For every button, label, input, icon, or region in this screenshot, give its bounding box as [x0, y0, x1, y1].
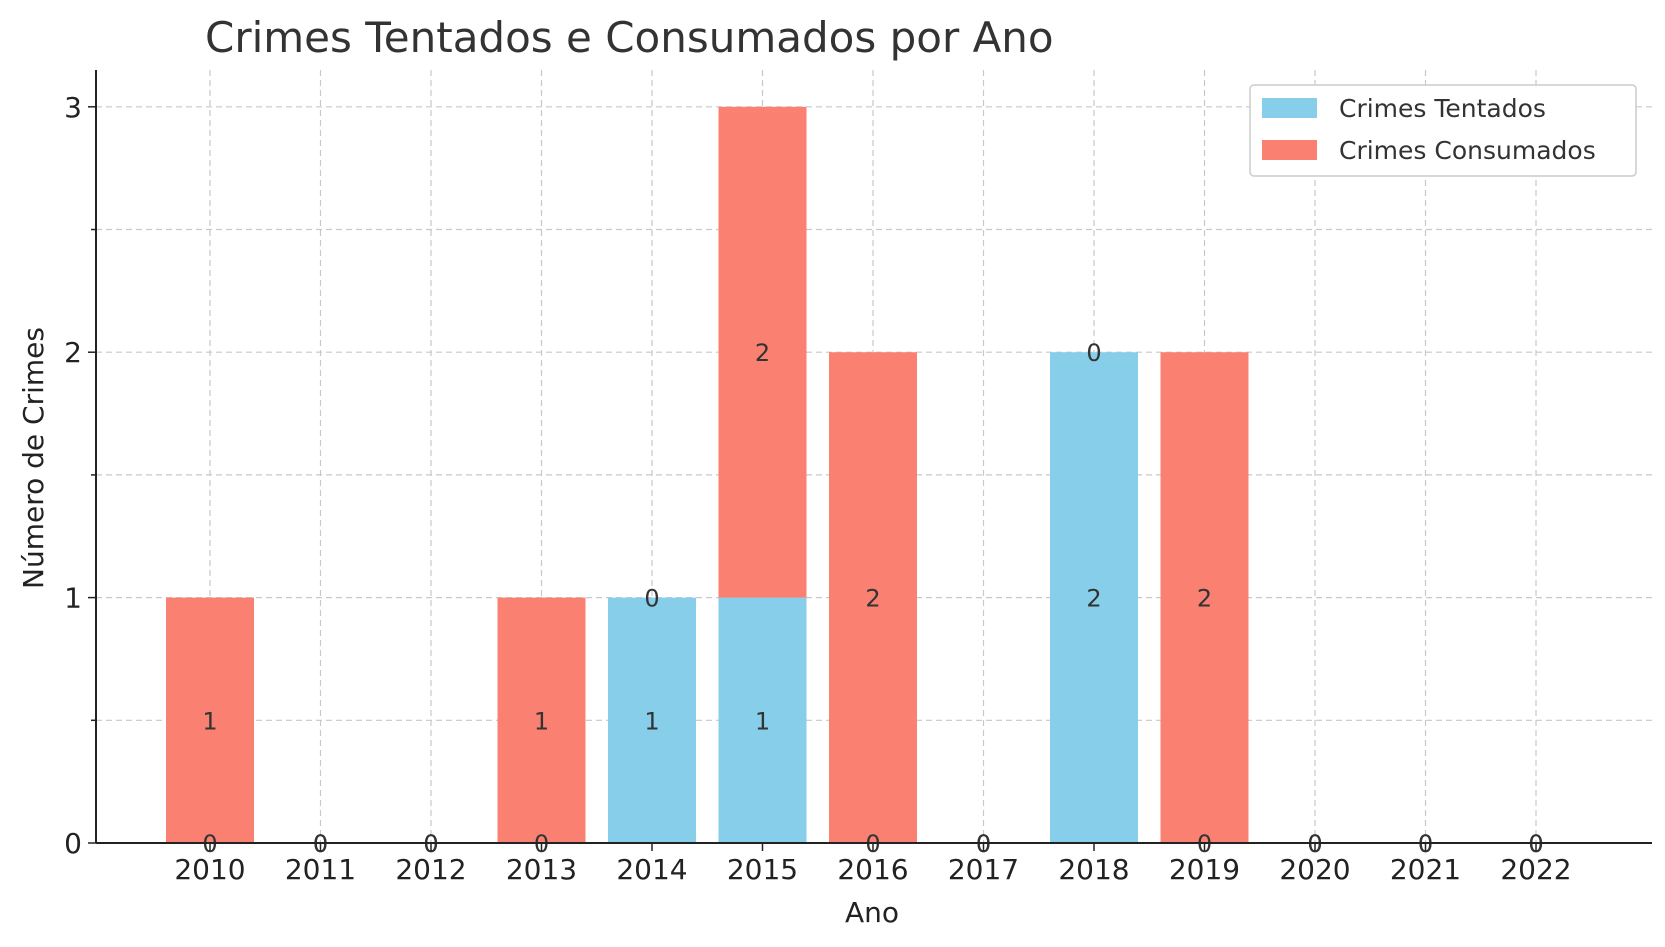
bar-tentados-2018	[1050, 352, 1138, 843]
y-tick-label: 3	[64, 91, 82, 124]
y-tick-label: 2	[64, 336, 82, 369]
x-tick-label: 2021	[1390, 853, 1461, 886]
data-label-consumados: 2	[755, 339, 770, 367]
x-tick-label: 2016	[837, 853, 908, 886]
x-tick-label: 2013	[506, 853, 577, 886]
axes	[95, 70, 1652, 844]
bar-consumados-2019	[1160, 352, 1249, 843]
data-label-consumados: 1	[534, 707, 549, 735]
x-tick-label: 2020	[1279, 853, 1350, 886]
legend-frame	[1249, 84, 1637, 177]
bar-consumados-2013	[497, 597, 586, 843]
bar-consumados-2016	[829, 352, 917, 843]
x-tick-label: 2015	[727, 853, 798, 886]
bar-consumados-2015	[718, 106, 807, 598]
x-tick-label: 2011	[285, 853, 356, 886]
data-label-consumados: 0	[1086, 339, 1101, 367]
x-tick-label: 2022	[1500, 853, 1571, 886]
x-axis-label: Ano	[845, 896, 899, 929]
data-label-consumados: 1	[202, 707, 217, 735]
data-label-consumados: 2	[1197, 585, 1212, 613]
x-tick-label: 2014	[616, 853, 687, 886]
data-label-tentados: 1	[644, 707, 659, 735]
data-label-consumados: 0	[644, 585, 659, 613]
data-label-consumados: 2	[865, 585, 880, 613]
bar-consumados-2010	[166, 597, 254, 843]
legend-swatch-consumados	[1262, 140, 1317, 160]
x-tick-label: 2018	[1058, 853, 1129, 886]
legend-swatch-tentados	[1262, 98, 1317, 118]
chart-title: Crimes Tentados e Consumados por Ano	[205, 13, 1054, 62]
y-tick-label: 0	[64, 827, 82, 860]
y-axis-label: Número de Crimes	[17, 327, 50, 589]
x-tick-label: 2019	[1169, 853, 1240, 886]
x-tick-label: 2012	[395, 853, 466, 886]
bar-tentados-2014	[608, 597, 696, 843]
bar-tentados-2015	[718, 597, 807, 843]
legend: Crimes Tentados Crimes Consumados	[1249, 84, 1637, 177]
y-tick-label: 1	[64, 582, 82, 615]
bars	[166, 106, 1249, 843]
data-label-tentados: 2	[1086, 585, 1101, 613]
x-tick-label: 2010	[174, 853, 245, 886]
legend-label-consumados: Crimes Consumados	[1339, 136, 1596, 165]
legend-label-tentados: Crimes Tentados	[1339, 94, 1546, 123]
data-label-tentados: 1	[755, 707, 770, 735]
x-tick-label: 2017	[948, 853, 1019, 886]
